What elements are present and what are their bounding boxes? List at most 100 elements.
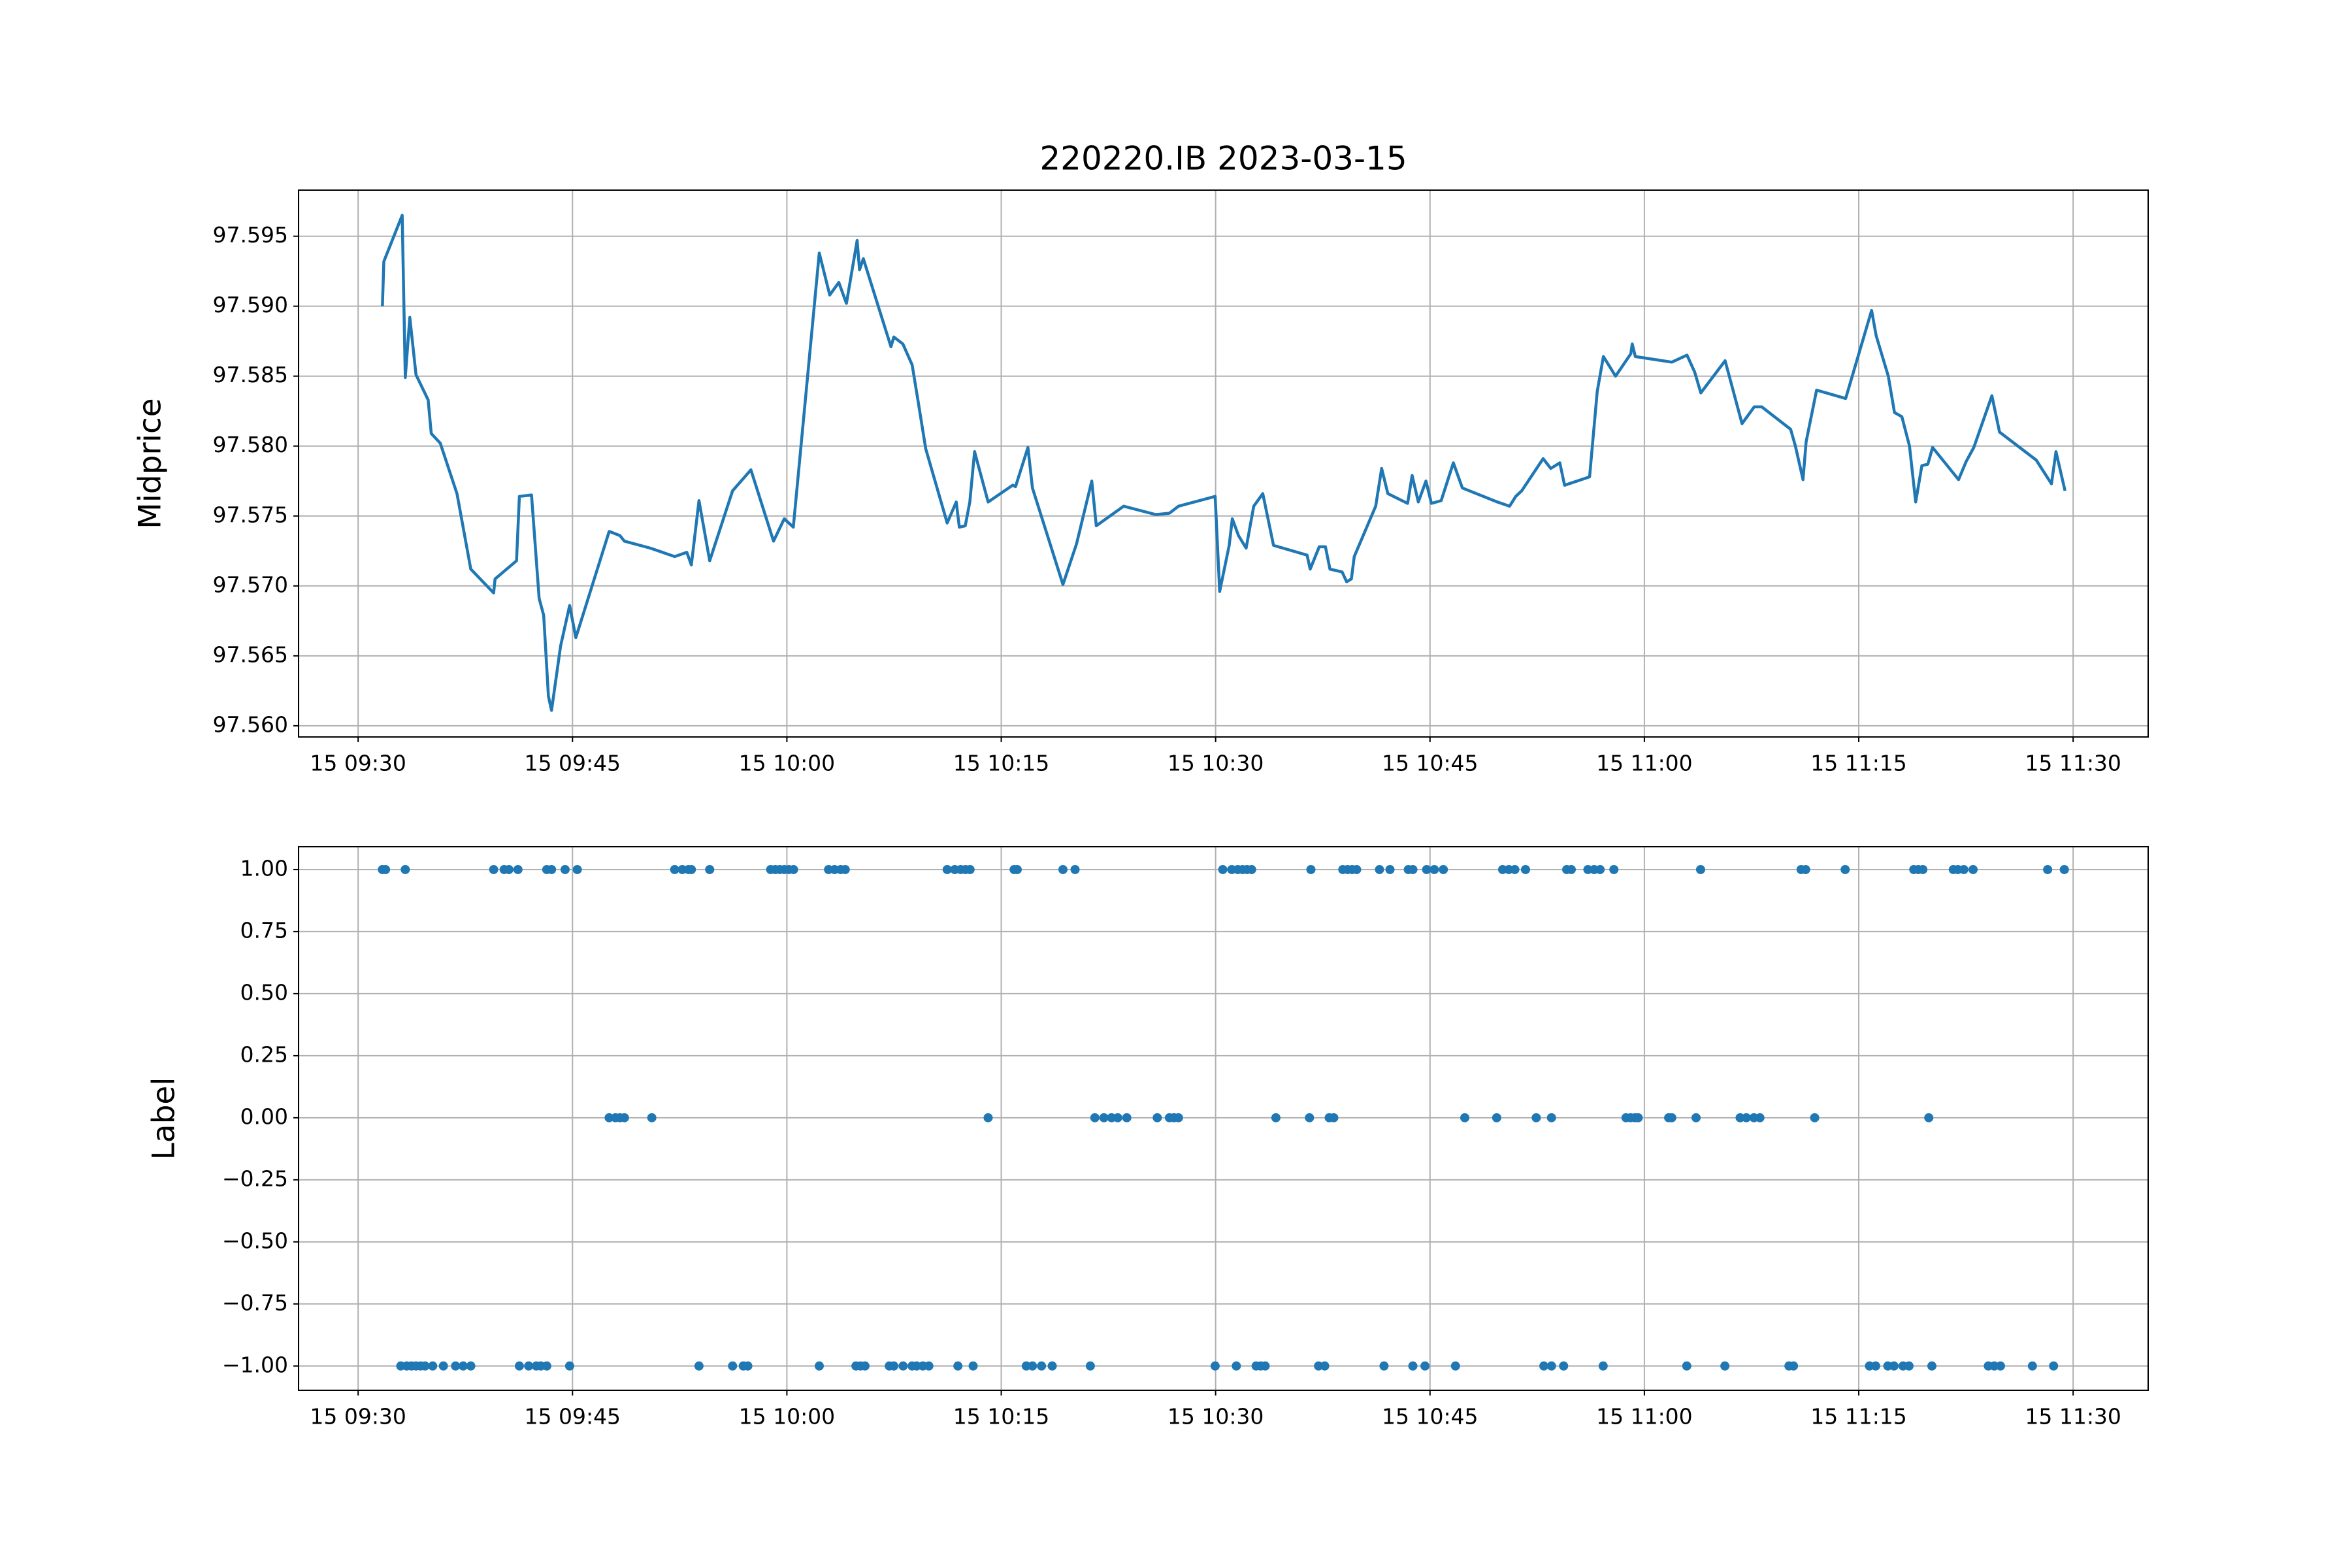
y-axis-label: Midprice (133, 398, 169, 529)
label-point (1695, 864, 1705, 874)
label-point (1329, 1113, 1339, 1122)
x-tick-label: 15 11:15 (1810, 1404, 1907, 1429)
label-point (789, 864, 798, 874)
label-point (1460, 1113, 1470, 1122)
label-point (1918, 864, 1928, 874)
y-tick-label: −0.25 (222, 1166, 288, 1191)
label-point (524, 1361, 534, 1371)
label-point (968, 1361, 978, 1371)
y-tick-label: 0.50 (240, 979, 288, 1005)
y-tick-label: −0.75 (222, 1290, 288, 1315)
label-point (547, 864, 557, 874)
x-tick-label: 15 10:00 (739, 751, 836, 776)
label-point (381, 864, 391, 874)
y-tick-label: 97.570 (213, 572, 288, 597)
label-point (1492, 1113, 1501, 1122)
label-point (1995, 1361, 2005, 1371)
label-point (953, 1361, 963, 1371)
label-point (1352, 864, 1362, 874)
label-point (1429, 864, 1439, 874)
x-tick-label: 15 11:30 (2025, 1404, 2121, 1429)
label-point (400, 864, 410, 874)
label-point (743, 1361, 753, 1371)
y-tick-label: −1.00 (222, 1352, 288, 1377)
label-point (572, 864, 582, 874)
label-point (1741, 1113, 1751, 1122)
label-point (1450, 1361, 1460, 1371)
label-point (560, 864, 570, 874)
label-point (1720, 1361, 1730, 1371)
label-point (1924, 1113, 1934, 1122)
label-point (542, 1361, 551, 1371)
y-tick-label: 0.25 (240, 1041, 288, 1067)
label-point (504, 864, 514, 874)
label-point (1810, 1113, 1820, 1122)
label-point (705, 864, 715, 874)
label-point (1889, 1361, 1899, 1371)
label-point (1546, 1361, 1556, 1371)
label-point (983, 1113, 993, 1122)
label-point (1520, 864, 1530, 874)
label-point (1546, 1113, 1556, 1122)
x-tick-label: 15 11:30 (2025, 751, 2121, 776)
label-point (1870, 1361, 1880, 1371)
label-point (1306, 864, 1316, 874)
label-point (1070, 864, 1080, 874)
x-tick-label: 15 11:15 (1810, 751, 1907, 776)
label-point (898, 1361, 908, 1371)
label-point (1047, 1361, 1057, 1371)
label-point (1801, 864, 1810, 874)
label-point (694, 1361, 704, 1371)
label-point (728, 1361, 738, 1371)
y-tick-label: 0.00 (240, 1103, 288, 1129)
x-tick-label: 15 10:15 (953, 1404, 1050, 1429)
label-point (466, 1361, 476, 1371)
x-tick-label: 15 09:45 (524, 751, 621, 776)
label-point (1691, 1113, 1701, 1122)
y-tick-label: 97.565 (213, 642, 288, 667)
label-point (564, 1361, 574, 1371)
label-point (458, 1361, 468, 1371)
label-point (1320, 1361, 1330, 1371)
x-tick-label: 15 11:00 (1596, 751, 1693, 776)
label-point (1090, 1113, 1100, 1122)
label-point (1598, 1361, 1608, 1371)
x-tick-label: 15 10:00 (739, 1404, 836, 1429)
x-tick-label: 15 10:30 (1168, 751, 1264, 776)
label-point (1375, 864, 1384, 874)
y-tick-label: 97.575 (213, 502, 288, 527)
label-point (513, 864, 523, 874)
y-tick-label: 97.595 (213, 222, 288, 248)
label-point (489, 864, 498, 874)
label-point (1420, 1361, 1430, 1371)
label-point (1510, 864, 1520, 874)
label-point (670, 864, 679, 874)
label-point (1633, 1113, 1643, 1122)
label-point (1531, 1113, 1541, 1122)
x-tick-label: 15 11:00 (1596, 1404, 1693, 1429)
label-point (1085, 1361, 1095, 1371)
label-point (1232, 1361, 1241, 1371)
label-point (1305, 1113, 1315, 1122)
label-point (1099, 1113, 1109, 1122)
label-point (2043, 864, 2053, 874)
label-point (814, 1361, 824, 1371)
label-point (1058, 864, 1068, 874)
x-tick-label: 15 09:45 (524, 1404, 621, 1429)
label-point (2049, 1361, 2059, 1371)
label-point (1789, 1361, 1799, 1371)
label-point (1210, 1361, 1220, 1371)
chart-title: 220220.IB 2023-03-15 (1039, 140, 1407, 178)
label-point (1959, 864, 1968, 874)
label-point (1968, 864, 1978, 874)
label-point (1173, 1113, 1183, 1122)
label-point (1122, 1113, 1132, 1122)
y-tick-label: 97.590 (213, 292, 288, 318)
y-tick-label: −0.50 (222, 1228, 288, 1253)
y-tick-label: 97.585 (213, 362, 288, 387)
label-point (1247, 864, 1256, 874)
label-point (1152, 1113, 1162, 1122)
label-point (1439, 864, 1448, 874)
